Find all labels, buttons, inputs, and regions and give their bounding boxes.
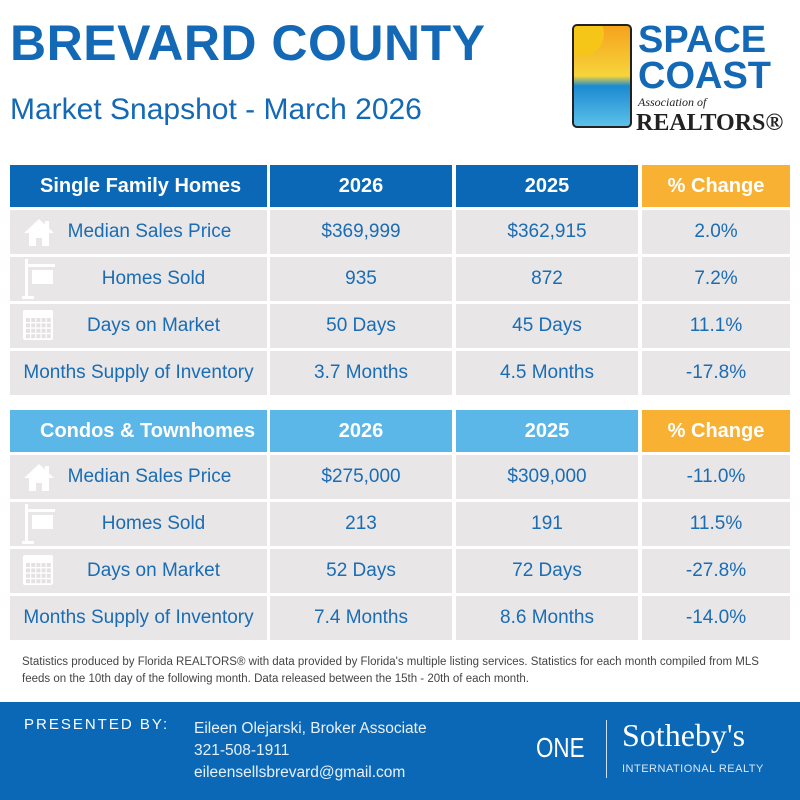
table-cell: $362,915 [456,210,638,254]
table-cell: 3.7 Months [270,351,452,395]
table-cell: $275,000 [270,455,452,499]
table-cell: 52 Days [270,549,452,593]
table-title: Condos & Townhomes [10,410,267,452]
calendar-icon [22,554,56,588]
logo-line-2: COAST [638,55,771,97]
page-subtitle: Market Snapshot - March 2026 [10,93,422,126]
rocket-wave-logo-icon [572,24,632,128]
sold-sign-icon [22,259,56,299]
row-label-text: Days on Market [86,560,221,581]
table-cell: 50 Days [270,304,452,348]
row-label-text: Homes Sold [101,513,206,534]
logo-line-1: SPACE [638,19,767,61]
table-title: Single Family Homes [10,165,267,207]
row-label: Months Supply of Inventory [10,351,267,395]
table-cell: 7.2% [642,257,790,301]
column-header: % Change [642,165,790,207]
column-header: 2026 [270,410,452,452]
agent-email[interactable]: eileensellsbrevard@gmail.com [194,764,406,781]
table-cell: 2.0% [642,210,790,254]
space-coast-realtors-logo: SPACE COAST Association of REALTORS® [572,19,786,136]
brand-sub: INTERNATIONAL REALTY [622,763,764,775]
table-cell: 11.5% [642,502,790,546]
table-cell: 213 [270,502,452,546]
column-header: % Change [642,410,790,452]
table-cell: 72 Days [456,549,638,593]
table-cell: 935 [270,257,452,301]
house-icon [22,460,56,494]
sold-sign-icon [22,504,56,544]
logo-line-4: REALTORS® [636,110,784,136]
row-label-text: Median Sales Price [67,466,232,487]
footnote: Statistics produced by Florida REALTORS®… [22,656,759,685]
table-cell: 11.1% [642,304,790,348]
brand-one: ONE [536,732,585,763]
row-label: Homes Sold [10,502,267,546]
row-label-text: Days on Market [86,315,221,336]
table-cell: 7.4 Months [270,596,452,640]
calendar-icon [22,309,56,343]
column-header: 2025 [456,410,638,452]
row-label: Days on Market [10,549,267,593]
row-label: Median Sales Price [10,210,267,254]
table-cell: -11.0% [642,455,790,499]
agent-phone[interactable]: 321-508-1911 [194,742,290,759]
table-cell: $369,999 [270,210,452,254]
row-label: Months Supply of Inventory [10,596,267,640]
page-title: BREVARD COUNTY [10,15,486,71]
column-header: 2026 [270,165,452,207]
table-cell: -27.8% [642,549,790,593]
row-label: Days on Market [10,304,267,348]
house-icon [22,215,56,249]
table-cell: -14.0% [642,596,790,640]
table-cell: 191 [456,502,638,546]
footer: PRESENTED BY: Eileen Olejarski, Broker A… [0,702,800,800]
table-cell: 8.6 Months [456,596,638,640]
column-header: 2025 [456,165,638,207]
presented-by-label: PRESENTED BY: [24,716,170,733]
row-label: Homes Sold [10,257,267,301]
table-cell: 872 [456,257,638,301]
row-label-text: Homes Sold [101,268,206,289]
brand-name: Sotheby's [622,717,746,753]
table-cell: 45 Days [456,304,638,348]
agent-name: Eileen Olejarski, Broker Associate [194,720,427,737]
row-label: Median Sales Price [10,455,267,499]
table-cell: $309,000 [456,455,638,499]
divider [606,720,607,778]
logo-line-3: Association of [638,95,707,109]
row-label-text: Median Sales Price [67,221,232,242]
table-cell: 4.5 Months [456,351,638,395]
table-cell: -17.8% [642,351,790,395]
